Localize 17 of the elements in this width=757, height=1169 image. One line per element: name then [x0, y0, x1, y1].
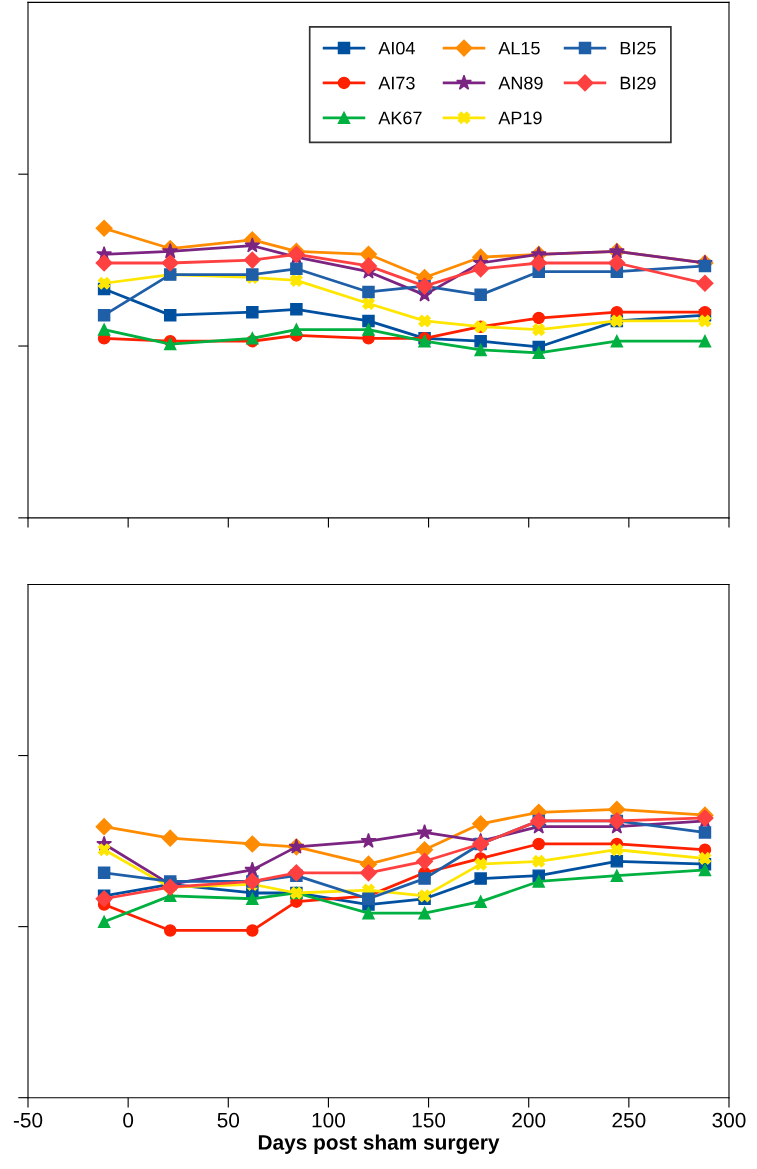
- x-tick-label: 50: [217, 1112, 240, 1128]
- x-tick-label: 0: [123, 1112, 134, 1128]
- legend-label: AI04: [378, 41, 415, 55]
- x-tick-label: 150: [412, 1112, 446, 1128]
- x-tick-label: 300: [712, 1112, 746, 1128]
- legend-label: BI25: [620, 41, 656, 55]
- x-tick-label: 250: [612, 1112, 646, 1128]
- x-tick-label: -50: [13, 1112, 43, 1128]
- legend-label: AK67: [378, 111, 422, 125]
- x-tick-label: 200: [512, 1112, 546, 1128]
- legend-label: AI73: [378, 76, 415, 90]
- legend-label: AN89: [498, 76, 543, 90]
- x-axis-title: Days post sham surgery: [258, 1134, 500, 1154]
- legend-label: AP19: [498, 111, 542, 125]
- legend-label: BI29: [620, 76, 656, 90]
- x-tick-label: 100: [312, 1112, 345, 1128]
- legend-label: AL15: [498, 41, 540, 55]
